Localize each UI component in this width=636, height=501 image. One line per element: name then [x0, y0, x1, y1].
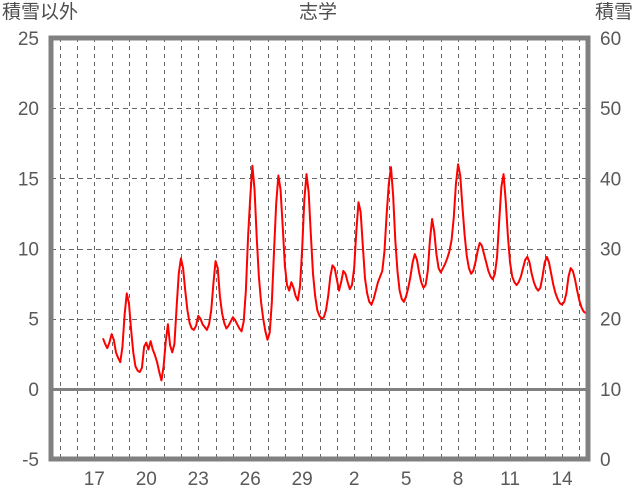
x-tick-label: 17	[84, 469, 105, 490]
right-tick-label: 50	[600, 99, 621, 120]
x-tick-label: 23	[188, 469, 209, 490]
x-tick-label: 29	[292, 469, 313, 490]
right-axis-ticks: 60 50 40 30 20 10 0	[600, 29, 621, 471]
x-tick-label: 14	[551, 469, 573, 490]
right-tick-label: 30	[600, 240, 621, 261]
left-tick-label: -5	[22, 450, 39, 471]
left-axis-caption: 積雪以外	[2, 2, 79, 23]
left-axis-ticks: 25 20 15 10 5 0 -5	[18, 29, 39, 471]
vertical-gridlines	[60, 38, 580, 459]
right-tick-label: 20	[600, 310, 621, 331]
x-tick-label: 2	[349, 469, 360, 490]
left-tick-label: 0	[28, 380, 39, 401]
x-tick-label: 11	[500, 469, 520, 490]
left-tick-label: 10	[18, 240, 39, 261]
right-tick-label: 40	[600, 169, 621, 190]
right-tick-label: 60	[600, 29, 621, 50]
left-tick-label: 15	[18, 169, 39, 190]
x-tick-label: 5	[401, 469, 412, 490]
x-tick-label: 26	[240, 469, 261, 490]
plot-frame	[48, 35, 591, 462]
page-title: 志学	[298, 2, 337, 23]
right-axis-caption: 積雪	[594, 2, 633, 23]
left-tick-label: 20	[18, 99, 39, 120]
left-tick-label: 5	[28, 310, 39, 331]
x-tick-label: 8	[453, 469, 464, 490]
x-tick-label: 20	[136, 469, 157, 490]
left-tick-label: 25	[18, 29, 39, 50]
x-axis-ticks: 17 20 23 26 29 2 5 8 11 14	[84, 469, 573, 490]
data-series	[102, 163, 589, 461]
series-line-0	[102, 163, 589, 382]
right-tick-label: 0	[600, 450, 611, 471]
right-tick-label: 10	[600, 380, 621, 401]
